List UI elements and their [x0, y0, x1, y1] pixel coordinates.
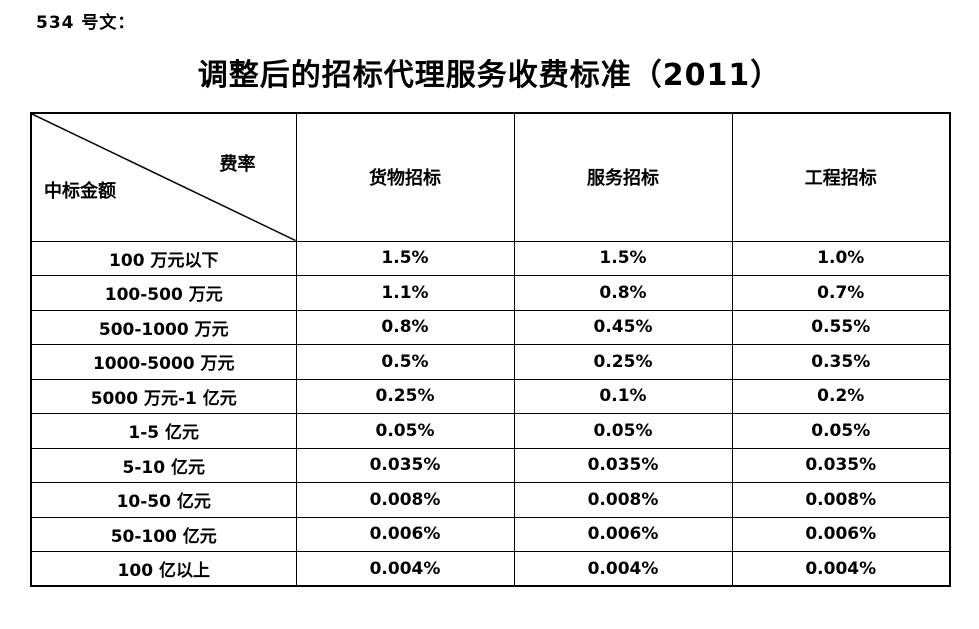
document-ref-label: 534 号文：: [36, 13, 136, 33]
rate-cell: 0.004%: [295, 551, 515, 587]
rate-cell: 0.006%: [513, 516, 733, 552]
table-row: 1000-5000 万元 0.5% 0.25% 0.35%: [30, 344, 951, 380]
row-label: 100 亿以上: [30, 551, 297, 587]
rate-cell: 0.035%: [513, 447, 733, 483]
rate-cell: 0.035%: [295, 447, 515, 483]
rate-cell: 0.1%: [513, 378, 733, 414]
rate-cell: 0.35%: [731, 344, 951, 380]
table-row: 100 亿以上 0.004% 0.004% 0.004%: [30, 551, 951, 587]
corner-label-fee-rate: 费率: [219, 154, 256, 175]
table-row: 5000 万元-1 亿元 0.25% 0.1% 0.2%: [30, 378, 951, 414]
rate-cell: 0.8%: [513, 275, 733, 311]
rate-cell: 0.008%: [731, 482, 951, 518]
fee-rate-table: 费率 中标金额 货物招标 服务招标 工程招标 100 万元以下 1.5% 1.5% 1…: [30, 112, 951, 587]
rate-cell: 0.5%: [295, 344, 515, 380]
corner-header-cell: 费率 中标金额: [30, 112, 297, 242]
corner-label-bid-amount: 中标金额: [44, 180, 116, 202]
row-label: 50-100 亿元: [30, 516, 297, 552]
rate-cell: 1.5%: [513, 240, 733, 276]
rate-cell: 1.5%: [295, 240, 515, 276]
rate-cell: 0.05%: [513, 413, 733, 449]
column-header-services: 服务招标: [513, 112, 733, 242]
row-label: 10-50 亿元: [30, 482, 297, 518]
table-row: 100 万元以下 1.5% 1.5% 1.0%: [30, 240, 951, 276]
row-label: 5000 万元-1 亿元: [30, 378, 297, 414]
rate-cell: 0.004%: [731, 551, 951, 587]
rate-cell: 0.006%: [295, 516, 515, 552]
rate-cell: 0.008%: [513, 482, 733, 518]
rate-cell: 0.006%: [731, 516, 951, 552]
rate-cell: 0.05%: [731, 413, 951, 449]
table-row: 500-1000 万元 0.8% 0.45% 0.55%: [30, 309, 951, 345]
table-header-row: 费率 中标金额 货物招标 服务招标 工程招标: [30, 112, 951, 242]
column-header-engineering: 工程招标: [731, 112, 951, 242]
rate-cell: 0.7%: [731, 275, 951, 311]
table-row: 10-50 亿元 0.008% 0.008% 0.008%: [30, 482, 951, 518]
rate-cell: 1.1%: [295, 275, 515, 311]
diagonal-divider: [32, 114, 296, 241]
table-row: 5-10 亿元 0.035% 0.035% 0.035%: [30, 447, 951, 483]
table-body: 100 万元以下 1.5% 1.5% 1.0% 100-500 万元 1.1% 0.8% 0.…: [30, 240, 951, 587]
row-label: 5-10 亿元: [30, 447, 297, 483]
rate-cell: 0.035%: [731, 447, 951, 483]
table-row: 50-100 亿元 0.006% 0.006% 0.006%: [30, 516, 951, 552]
rate-cell: 0.45%: [513, 309, 733, 345]
row-label: 1000-5000 万元: [30, 344, 297, 380]
table-row: 1-5 亿元 0.05% 0.05% 0.05%: [30, 413, 951, 449]
rate-cell: 0.55%: [731, 309, 951, 345]
rate-cell: 0.25%: [295, 378, 515, 414]
row-label: 100-500 万元: [30, 275, 297, 311]
row-label: 500-1000 万元: [30, 309, 297, 345]
rate-cell: 1.0%: [731, 240, 951, 276]
column-header-goods: 货物招标: [295, 112, 515, 242]
rate-cell: 0.05%: [295, 413, 515, 449]
rate-cell: 0.25%: [513, 344, 733, 380]
rate-cell: 0.004%: [513, 551, 733, 587]
row-label: 1-5 亿元: [30, 413, 297, 449]
rate-cell: 0.8%: [295, 309, 515, 345]
rate-cell: 0.008%: [295, 482, 515, 518]
row-label: 100 万元以下: [30, 240, 297, 276]
page-title: 调整后的招标代理服务收费标准（2011）: [197, 58, 782, 93]
table-row: 100-500 万元 1.1% 0.8% 0.7%: [30, 275, 951, 311]
rate-cell: 0.2%: [731, 378, 951, 414]
